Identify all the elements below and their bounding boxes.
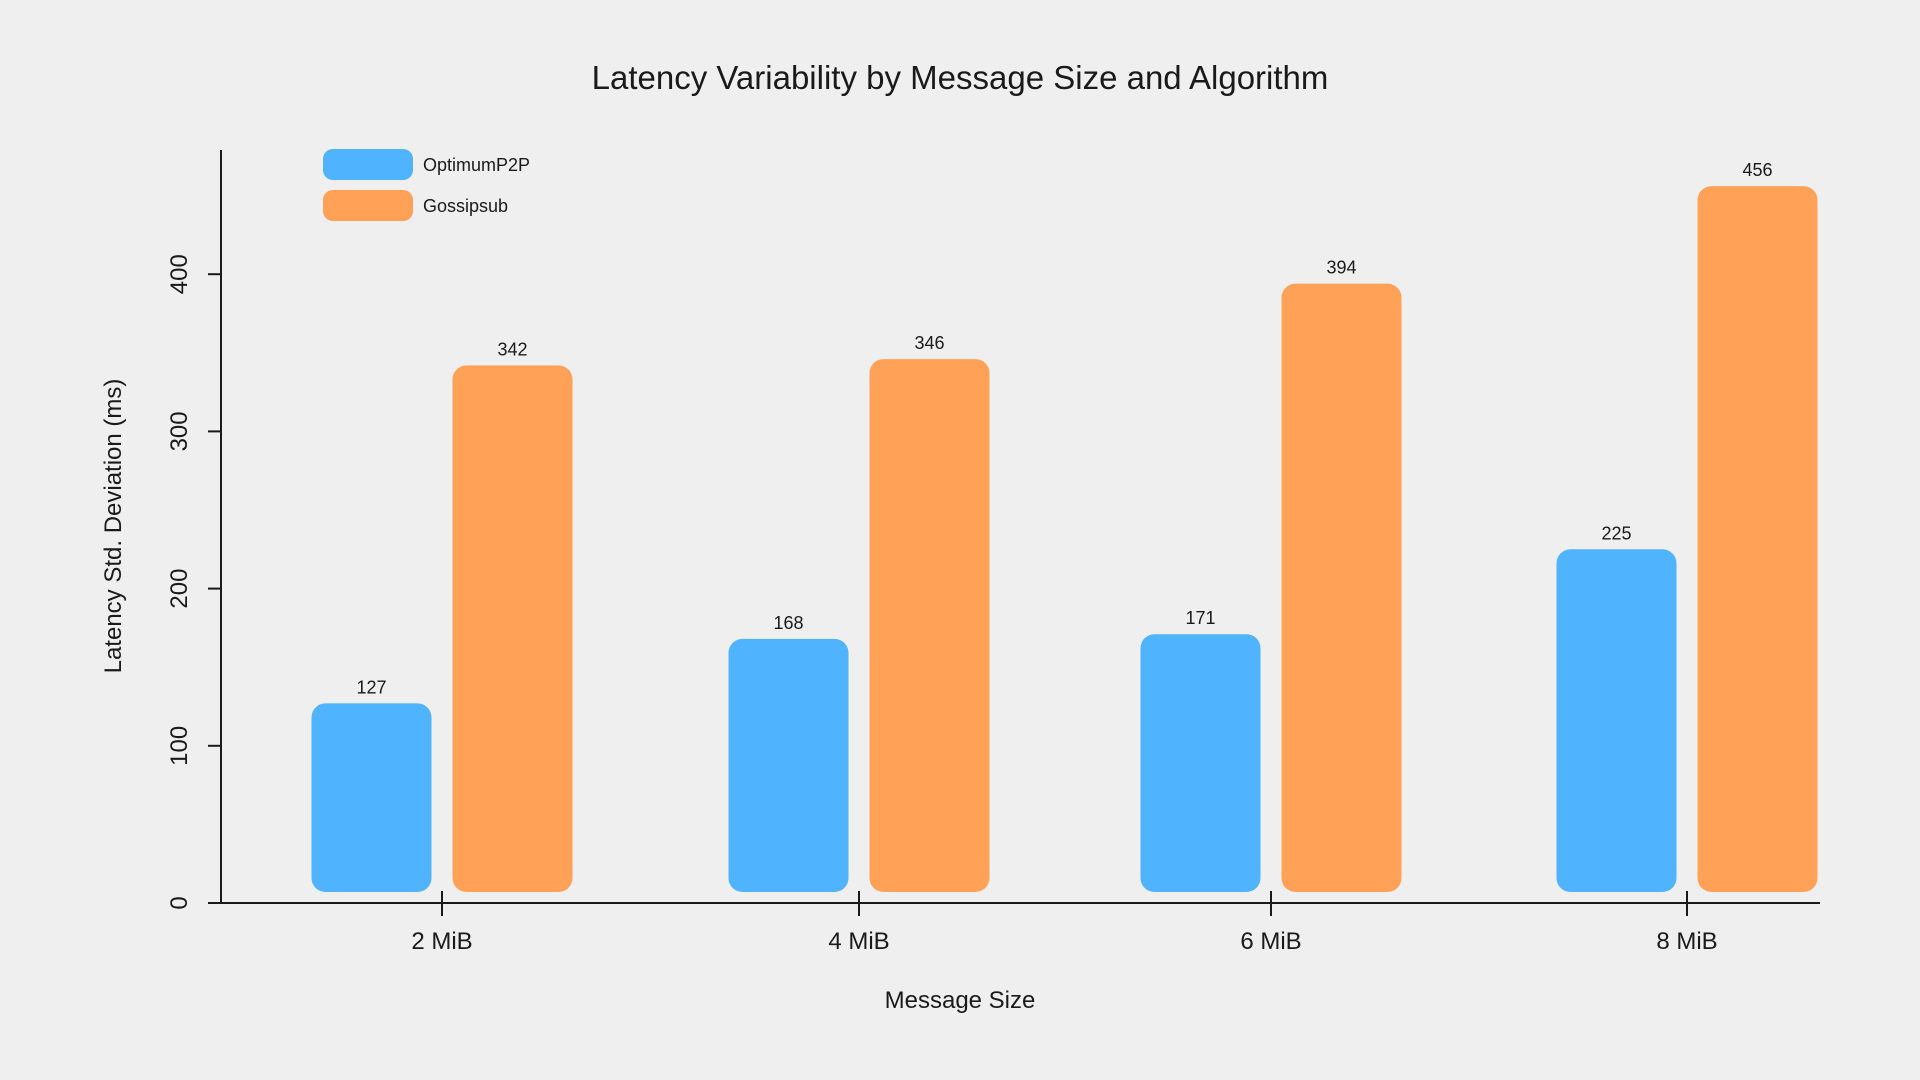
chart-title: Latency Variability by Message Size and … xyxy=(592,59,1329,96)
bar-optimump2p-6-mib xyxy=(1140,634,1261,892)
bar-gossipsub-6-mib xyxy=(1281,283,1402,893)
data-label: 127 xyxy=(356,677,386,697)
y-tick-label: 200 xyxy=(166,569,193,609)
y-axis-label: Latency Std. Deviation (ms) xyxy=(100,379,127,674)
y-tick-label: 0 xyxy=(166,896,193,909)
bar-gossipsub-8-mib xyxy=(1697,186,1818,893)
bar-optimump2p-2-mib xyxy=(311,703,432,892)
bar-optimump2p-4-mib xyxy=(728,638,849,892)
x-axis-label: Message Size xyxy=(885,987,1036,1014)
data-label: 394 xyxy=(1326,258,1356,278)
y-axis-ticks: 0 100 200 300 400 xyxy=(166,254,221,910)
data-label: 456 xyxy=(1742,160,1772,180)
legend-label: OptimumP2P xyxy=(423,155,530,175)
x-axis-ticks: 2 MiB 4 MiB 6 MiB 8 MiB xyxy=(411,891,1718,955)
y-tick-label: 100 xyxy=(166,726,193,766)
legend-label: Gossipsub xyxy=(423,196,508,216)
bar-gossipsub-2-mib xyxy=(452,365,573,893)
x-tick-label: 2 MiB xyxy=(411,928,472,955)
data-label: 225 xyxy=(1601,523,1631,543)
x-tick-label: 6 MiB xyxy=(1240,928,1301,955)
data-label: 168 xyxy=(773,613,803,633)
bar-gossipsub-4-mib xyxy=(869,359,990,892)
data-label: 171 xyxy=(1185,608,1215,628)
bars-group: 127 342 168 346 171 394 225 456 xyxy=(311,160,1818,893)
x-tick-label: 8 MiB xyxy=(1656,928,1717,955)
data-label: 346 xyxy=(914,333,944,353)
y-tick-label: 300 xyxy=(166,411,193,451)
legend-swatch xyxy=(323,149,413,180)
bar-optimump2p-8-mib xyxy=(1556,549,1677,892)
x-tick-label: 4 MiB xyxy=(828,928,889,955)
legend-swatch xyxy=(323,190,413,221)
data-label: 342 xyxy=(497,339,527,359)
y-tick-label: 400 xyxy=(166,254,193,294)
legend: OptimumP2P Gossipsub xyxy=(323,149,530,221)
